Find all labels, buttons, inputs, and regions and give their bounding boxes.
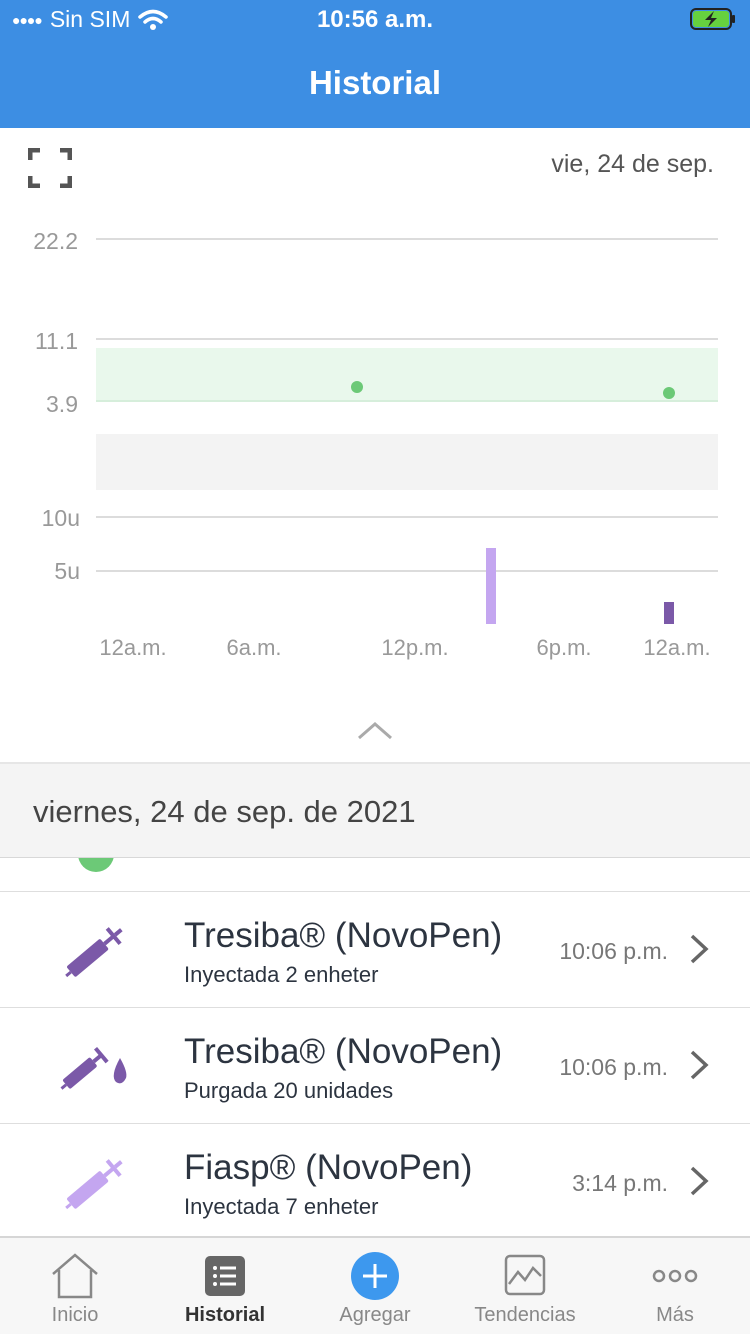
- navigation-bar: Historial: [0, 40, 750, 128]
- chevron-up-icon[interactable]: [355, 718, 395, 744]
- clock: 10:56 a.m.: [316, 6, 434, 33]
- x-tick-label: 12a.m.: [99, 635, 166, 660]
- list-item[interactable]: Tresiba® (NovoPen) Inyectada 2 enheter 1…: [0, 892, 750, 1008]
- chart-date-label: vie, 24 de sep.: [551, 150, 714, 178]
- target-range-band: [96, 348, 718, 401]
- y-tick-label: 10u: [42, 505, 80, 531]
- item-time: 10:06 p.m.: [559, 938, 668, 964]
- battery-charging-icon: [690, 8, 735, 30]
- y-tick-label: 5u: [54, 558, 80, 584]
- list-item[interactable]: Tresiba® (NovoPen) Purgada 20 unidades 1…: [0, 1008, 750, 1124]
- carrier-group: ●●●● Sin SIM: [12, 6, 169, 33]
- item-subtitle: Inyectada 7 enheter: [184, 1194, 379, 1219]
- item-subtitle: Purgada 20 unidades: [184, 1078, 394, 1103]
- syringe-icon: [65, 1159, 123, 1210]
- chevron-right-icon: [690, 1050, 709, 1080]
- status-bar: ●●●● Sin SIM 10:56 a.m.: [0, 0, 750, 40]
- add-icon: [351, 1252, 399, 1300]
- home-icon: [52, 1253, 98, 1299]
- tab-bar: Inicio Historial Agregar Tendencias: [0, 1236, 750, 1334]
- item-subtitle: Inyectada 2 enheter: [184, 962, 379, 987]
- item-title: Fiasp® (NovoPen): [184, 1148, 473, 1187]
- tab-label: Más: [656, 1304, 694, 1326]
- tab-label: Inicio: [51, 1304, 99, 1326]
- x-tick-label: 12a.m.: [643, 635, 710, 660]
- syringe-icon: [65, 927, 123, 978]
- insulin-bar[interactable]: [486, 548, 496, 624]
- syringe-drop-icon: [60, 1046, 127, 1090]
- x-tick-label: 6a.m.: [226, 635, 281, 660]
- y-tick-label: 22.2: [33, 228, 78, 254]
- item-time: 10:06 p.m.: [559, 1054, 668, 1080]
- list-item[interactable]: Fiasp® (NovoPen) Inyectada 7 enheter 3:1…: [0, 1124, 750, 1234]
- wifi-icon: [138, 9, 169, 30]
- item-title: Tresiba® (NovoPen): [184, 916, 503, 955]
- chart-separator-band: [96, 434, 718, 490]
- page-title: Historial: [308, 64, 442, 101]
- tab-tendencias[interactable]: Tendencias: [450, 1238, 600, 1336]
- tab-historial[interactable]: Historial: [150, 1238, 300, 1336]
- insulin-bar[interactable]: [664, 602, 674, 624]
- log-list: Tresiba® (NovoPen) Inyectada 2 enheter 1…: [0, 858, 750, 1234]
- more-icon: [652, 1269, 698, 1283]
- chevron-right-icon: [690, 934, 709, 964]
- tab-label: Historial: [184, 1304, 266, 1326]
- list-icon: [205, 1256, 245, 1296]
- list-date-label: viernes, 24 de sep. de 2021: [33, 794, 416, 829]
- tab-agregar[interactable]: Agregar: [300, 1238, 450, 1336]
- item-time: 3:14 p.m.: [572, 1170, 668, 1196]
- y-tick-label: 3.9: [46, 391, 78, 417]
- list-item[interactable]: [0, 858, 750, 892]
- glucose-point[interactable]: [663, 387, 675, 399]
- tab-label: Tendencias: [474, 1304, 576, 1326]
- carrier-label: Sin SIM: [49, 6, 131, 32]
- trends-icon: [504, 1254, 546, 1296]
- tab-label: Agregar: [339, 1304, 411, 1326]
- tab-inicio[interactable]: Inicio: [0, 1238, 150, 1336]
- x-tick-label: 6p.m.: [536, 635, 591, 660]
- x-tick-label: 12p.m.: [381, 635, 448, 660]
- history-chart: 22.2 11.1 3.9 10u 5u 12a.m. 6a.m. 12p.m.…: [33, 228, 718, 660]
- y-tick-label: 11.1: [35, 328, 78, 354]
- signal-dots-icon: ●●●●: [12, 11, 43, 28]
- item-title: Tresiba® (NovoPen): [184, 1032, 503, 1071]
- list-date-header: viernes, 24 de sep. de 2021: [0, 764, 750, 858]
- tab-mas[interactable]: Más: [600, 1238, 750, 1336]
- fullscreen-icon[interactable]: [28, 148, 72, 188]
- glucose-dot-icon: [78, 858, 114, 872]
- chevron-right-icon: [690, 1166, 709, 1196]
- glucose-point[interactable]: [351, 381, 363, 393]
- history-chart-panel: vie, 24 de sep. 22.2 11.1 3.9 10u 5u 12a…: [0, 128, 750, 764]
